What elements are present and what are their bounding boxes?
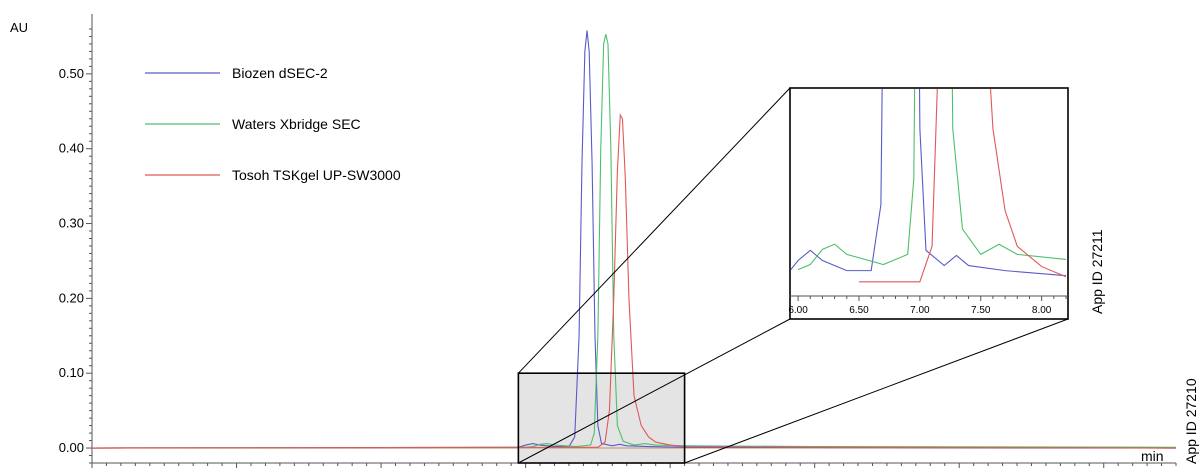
inset-series-line-3 — [858, 89, 1067, 283]
inset-x-tick-label: 6.00 — [788, 305, 808, 316]
inset-x-tick-label: 6.50 — [849, 305, 869, 316]
series-line-3 — [91, 113, 1177, 449]
y-tick-label: 0.50 — [59, 66, 84, 81]
inset-plot-area — [791, 89, 1067, 283]
y-tick-label: 0.20 — [59, 290, 84, 305]
inset-x-tick-label: 7.00 — [910, 305, 930, 316]
y-tick-label: 0.30 — [59, 216, 84, 231]
y-tick-label: 0.00 — [59, 440, 84, 455]
zoom-region-border — [517, 372, 686, 464]
legend-label-2: Waters Xbridge SEC — [232, 116, 361, 132]
inset-series-line-1 — [791, 89, 1067, 277]
inset-x-tick-label: 8.00 — [1032, 305, 1052, 316]
inset-box — [789, 87, 1069, 320]
connector-line — [518, 318, 791, 464]
y-tick-label: 0.40 — [59, 141, 84, 156]
connector-line — [684, 318, 1069, 464]
y-axis-label: AU — [10, 20, 28, 35]
inset-series-line-2 — [797, 89, 1067, 271]
inset-x-tick-label: 7.50 — [971, 305, 991, 316]
series-line-2 — [91, 34, 1177, 449]
main-app-id-annotation: App ID 27210 — [1183, 378, 1199, 464]
x-axis-unit-label: min — [1141, 448, 1164, 464]
y-tick-label: 0.10 — [59, 365, 84, 380]
legend-label-3: Tosoh TSKgel UP-SW3000 — [232, 167, 401, 183]
inset-app-id-annotation: App ID 27211 — [1089, 229, 1105, 314]
connector-line — [518, 87, 791, 374]
legend-label-1: Biozen dSEC-2 — [232, 65, 328, 81]
